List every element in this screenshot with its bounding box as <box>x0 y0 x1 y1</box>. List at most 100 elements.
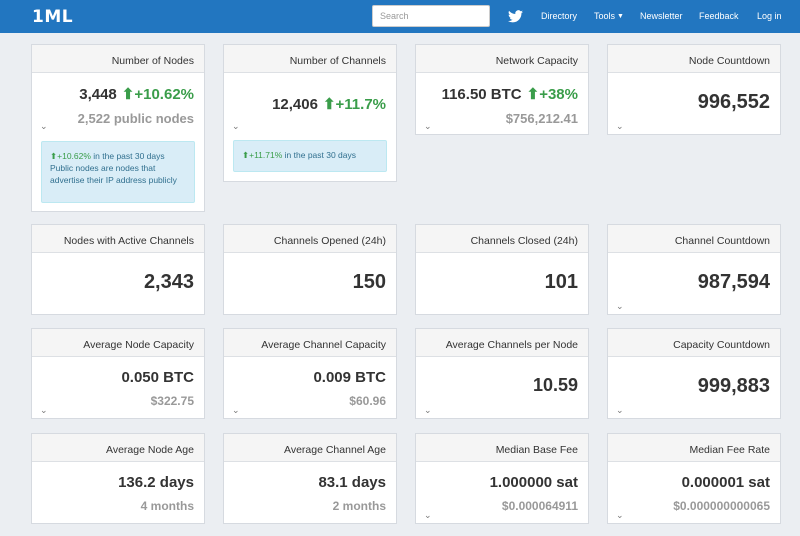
card-node-countdown: Node Countdown 996,552 ⌄ <box>607 44 781 135</box>
median-base-fee-value: 1.000000 sat <box>489 474 578 491</box>
capacity-change: ⬆+38% <box>527 86 578 103</box>
network-capacity: 116.50 BTC ⬆+38% <box>416 85 588 103</box>
channel-change-value: +11.7% <box>335 96 386 113</box>
chevron-down-icon[interactable]: ⌄ <box>232 405 240 415</box>
caret-down-icon: ▼ <box>617 13 624 20</box>
median-fee-rate-usd: $0.000000000065 <box>673 499 770 513</box>
capacity-value: 116.50 BTC <box>441 86 522 103</box>
avg-channel-age-months: 2 months <box>332 499 386 513</box>
info-text: in the past 30 days <box>90 151 165 161</box>
card-title: Average Channel Age <box>224 434 396 462</box>
chevron-down-icon[interactable]: ⌄ <box>616 405 624 415</box>
chevron-down-icon[interactable]: ⌄ <box>232 121 240 131</box>
card-channel-countdown: Channel Countdown 987,594 ⌄ <box>607 224 781 315</box>
avg-node-capacity-value: 0.050 BTC <box>121 369 194 386</box>
search-input[interactable] <box>372 5 490 27</box>
site-logo[interactable]: 1ML <box>32 7 74 27</box>
chevron-down-icon[interactable]: ⌄ <box>424 121 432 131</box>
card-nodes-active-channels: Nodes with Active Channels 2,343 <box>31 224 205 315</box>
card-title: Median Base Fee <box>416 434 588 462</box>
card-title: Nodes with Active Channels <box>32 225 204 253</box>
card-title: Channels Opened (24h) <box>224 225 396 253</box>
card-average-node-age: Average Node Age 136.2 days 4 months <box>31 433 205 524</box>
card-title: Number of Channels <box>224 45 396 73</box>
nav-tools[interactable]: Tools ▼ <box>594 11 624 21</box>
card-median-fee-rate: Median Fee Rate 0.000001 sat $0.00000000… <box>607 433 781 524</box>
card-network-capacity: Network Capacity 116.50 BTC ⬆+38% $756,21… <box>415 44 589 135</box>
chevron-down-icon[interactable]: ⌄ <box>424 405 432 415</box>
node-change: ⬆+10.62% <box>122 86 194 103</box>
card-capacity-countdown: Capacity Countdown 999,883 ⌄ <box>607 328 781 419</box>
channel-count: 12,406 ⬆+11.7% <box>224 95 396 113</box>
nav-feedback[interactable]: Feedback <box>699 11 739 21</box>
nav-directory[interactable]: Directory <box>541 11 578 21</box>
info-pct: +10.62% <box>57 151 91 161</box>
median-base-fee-usd: $0.000064911 <box>501 499 578 513</box>
avg-channel-capacity-usd: $60.96 <box>349 394 386 408</box>
capacity-countdown-value: 999,883 <box>697 375 770 397</box>
capacity-change-value: +38% <box>539 86 578 103</box>
avg-node-age-value: 136.2 days <box>118 474 194 491</box>
avg-channel-capacity-value: 0.009 BTC <box>313 369 386 386</box>
nav-tools-label: Tools <box>594 11 616 21</box>
card-channels-closed: Channels Closed (24h) 101 <box>415 224 589 315</box>
card-title: Median Fee Rate <box>608 434 780 462</box>
avg-channel-age-value: 83.1 days <box>318 474 386 491</box>
active-nodes-value: 2,343 <box>143 271 194 293</box>
arrow-up-icon: ⬆ <box>242 150 250 160</box>
chevron-down-icon[interactable]: ⌄ <box>40 121 48 131</box>
avg-channels-per-node-value: 10.59 <box>532 375 578 395</box>
channels-opened-value: 150 <box>352 271 386 293</box>
channel-countdown-value: 987,594 <box>697 271 770 293</box>
channels-closed-value: 101 <box>544 271 578 293</box>
card-title: Network Capacity <box>416 45 588 73</box>
info-box: ⬆+10.62% in the past 30 days Public node… <box>41 141 195 203</box>
card-title: Channels Closed (24h) <box>416 225 588 253</box>
node-count-value: 3,448 <box>79 86 117 103</box>
chevron-down-icon[interactable]: ⌄ <box>424 510 432 520</box>
card-number-of-channels: Number of Channels 12,406 ⬆+11.7% ⌄ ⬆+11.… <box>223 44 397 182</box>
card-title: Average Node Age <box>32 434 204 462</box>
card-average-channel-age: Average Channel Age 83.1 days 2 months <box>223 433 397 524</box>
chevron-down-icon[interactable]: ⌄ <box>616 510 624 520</box>
node-count: 3,448 ⬆+10.62% <box>32 85 204 103</box>
top-navbar: 1ML Directory Tools▼ Newsletter Feedback… <box>0 0 800 33</box>
info-pct: +11.71% <box>249 150 283 160</box>
nav-login[interactable]: Log in <box>757 11 782 21</box>
channel-change: ⬆+11.7% <box>323 96 386 113</box>
public-nodes: 2,522 public nodes <box>77 111 194 126</box>
card-title: Node Countdown <box>608 45 780 73</box>
card-median-base-fee: Median Base Fee 1.000000 sat $0.00006491… <box>415 433 589 524</box>
card-average-channels-per-node: Average Channels per Node 10.59 ⌄ <box>415 328 589 419</box>
capacity-usd: $756,212.41 <box>505 111 578 126</box>
twitter-icon[interactable] <box>508 10 523 23</box>
arrow-up-icon: ⬆ <box>526 86 540 103</box>
card-channels-opened: Channels Opened (24h) 150 <box>223 224 397 315</box>
arrow-up-icon: ⬆ <box>121 86 135 103</box>
info-text: Public nodes are nodes that <box>50 163 156 173</box>
node-change-value: +10.62% <box>134 86 194 103</box>
card-title: Number of Nodes <box>32 45 204 73</box>
card-title: Capacity Countdown <box>608 329 780 357</box>
card-title: Channel Countdown <box>608 225 780 253</box>
avg-node-capacity-usd: $322.75 <box>150 394 194 408</box>
card-average-node-capacity: Average Node Capacity 0.050 BTC $322.75 … <box>31 328 205 419</box>
card-average-channel-capacity: Average Channel Capacity 0.009 BTC $60.9… <box>223 328 397 419</box>
info-text: advertise their IP address publicly <box>50 175 177 185</box>
arrow-up-icon: ⬆ <box>50 151 58 161</box>
card-title: Average Channels per Node <box>416 329 588 357</box>
card-number-of-nodes: Number of Nodes 3,448 ⬆+10.62% 2,522 publ… <box>31 44 205 212</box>
arrow-up-icon: ⬆ <box>322 96 336 113</box>
avg-node-age-months: 4 months <box>140 499 194 513</box>
nav-newsletter[interactable]: Newsletter <box>640 11 683 21</box>
chevron-down-icon[interactable]: ⌄ <box>616 301 624 311</box>
info-box: ⬆+11.71% in the past 30 days <box>233 140 387 172</box>
chevron-down-icon[interactable]: ⌄ <box>616 121 624 131</box>
info-text: in the past 30 days <box>282 150 357 160</box>
card-title: Average Node Capacity <box>32 329 204 357</box>
channel-count-value: 12,406 <box>272 96 318 113</box>
chevron-down-icon[interactable]: ⌄ <box>40 405 48 415</box>
card-title: Average Channel Capacity <box>224 329 396 357</box>
node-countdown-value: 996,552 <box>697 91 770 113</box>
median-fee-rate-value: 0.000001 sat <box>681 474 770 491</box>
